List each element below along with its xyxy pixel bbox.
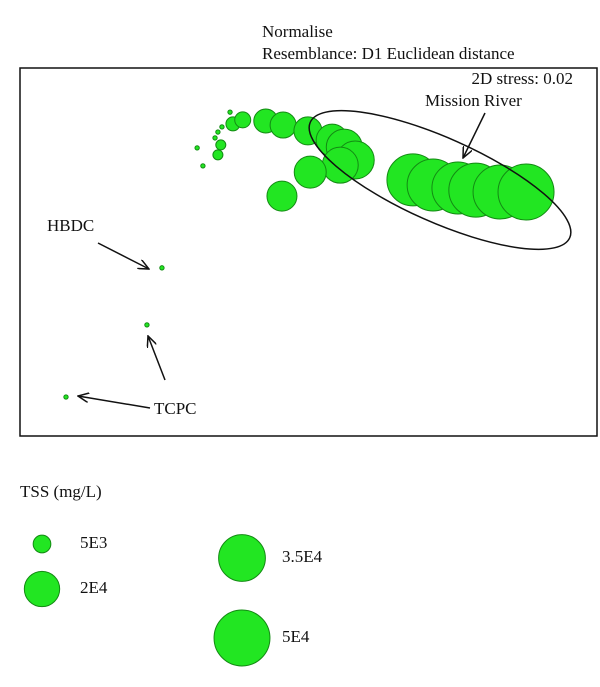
bubble: [227, 109, 233, 115]
chart-subtitle: Resemblance: D1 Euclidean distance: [262, 44, 515, 63]
bubble: [212, 149, 224, 161]
arrow: [78, 396, 151, 409]
bubble: [219, 124, 225, 130]
annotation: Mission River: [425, 91, 522, 110]
arrow: [97, 242, 149, 269]
bubble: [159, 265, 165, 271]
bubble: [269, 111, 297, 139]
arrow: [463, 112, 486, 158]
legend-bubble: [23, 570, 61, 608]
legend-label: 5E3: [80, 533, 107, 552]
bubble: [266, 180, 298, 212]
group-ellipse: [308, 109, 572, 251]
plot-frame: [19, 67, 598, 437]
bubble: [234, 111, 252, 129]
legend-label: 3.5E4: [282, 547, 323, 566]
stress-label: 2D stress: 0.02: [471, 69, 573, 88]
bubble: [212, 135, 218, 141]
annotation: TCPC: [154, 399, 197, 418]
bubble: [200, 163, 206, 169]
annotation: HBDC: [47, 216, 94, 235]
bubble: [215, 129, 221, 135]
bubbles: [63, 108, 555, 400]
legend-bubble: [213, 609, 271, 667]
bubble: [293, 155, 327, 189]
legend: 5E3 2E4 3.5E4 5E4: [23, 533, 323, 667]
bubble: [321, 146, 359, 184]
bubble: [63, 394, 69, 400]
bubble: [194, 145, 200, 151]
bubble: [497, 163, 555, 221]
legend-title: TSS (mg/L): [20, 482, 102, 501]
bubble: [144, 322, 150, 328]
arrow: [148, 336, 166, 381]
legend-bubble: [32, 534, 52, 554]
legend-label: 5E4: [282, 627, 310, 646]
bubble: [215, 139, 227, 151]
chart-title: Normalise: [262, 22, 333, 41]
legend-label: 2E4: [80, 578, 108, 597]
legend-bubble: [218, 534, 266, 582]
